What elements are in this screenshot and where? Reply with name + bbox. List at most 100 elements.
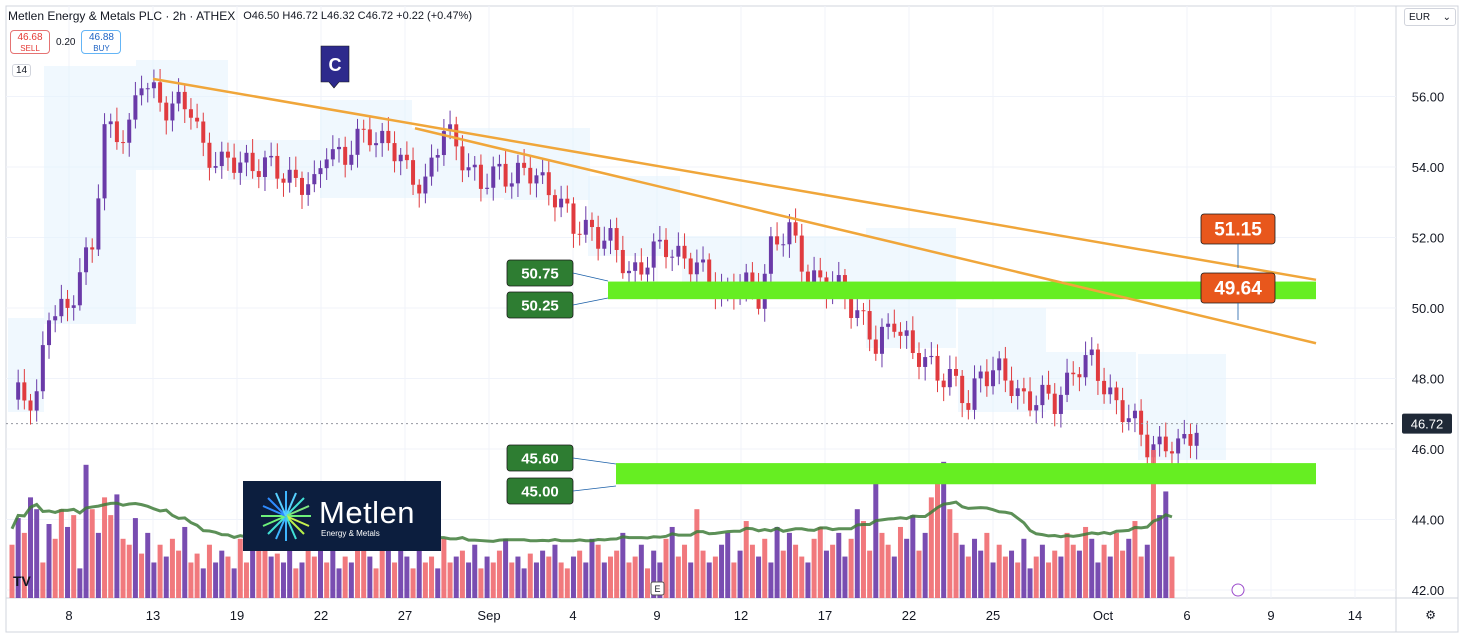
volume-bar [9, 544, 15, 598]
candle-body [892, 323, 897, 332]
volume-length-input[interactable]: 14 [12, 64, 32, 77]
candle-body [330, 149, 335, 160]
candle-body [170, 103, 175, 121]
candle-body [602, 240, 607, 249]
volume-bar [410, 568, 416, 598]
buy-button[interactable]: 46.88 BUY [81, 30, 122, 54]
x-tick-label: 22 [314, 608, 328, 623]
candle-body [127, 119, 132, 143]
y-tick-label: 42.00 [1412, 583, 1445, 598]
candle-body [133, 95, 138, 120]
volume-bar [694, 509, 700, 598]
volume-bar [848, 538, 854, 598]
volume-bar [645, 568, 651, 598]
volume-bar [564, 568, 570, 598]
y-tick-label: 54.00 [1412, 160, 1445, 175]
x-tick-label: 8 [65, 608, 72, 623]
volume-bar [706, 562, 712, 598]
connector [572, 485, 617, 492]
volume-bar [570, 556, 576, 598]
candle-body [139, 88, 144, 96]
volume-bar [256, 544, 262, 598]
x-tick-label: 17 [818, 608, 832, 623]
candle-body [768, 236, 773, 274]
volume-bar [416, 544, 422, 598]
volume-bar [527, 553, 533, 598]
candle-body [108, 121, 113, 125]
candle-body [1046, 384, 1051, 394]
volume-bar [595, 544, 601, 598]
volume-bar [1132, 521, 1138, 598]
candle-body [836, 275, 841, 285]
volume-bar [34, 509, 40, 598]
candle-body [201, 121, 206, 143]
candle-body [972, 378, 977, 410]
volume-bar [102, 497, 108, 598]
volume-bar [65, 526, 71, 598]
volume-bar [675, 556, 681, 598]
candle-body [583, 219, 588, 235]
candle-body [22, 382, 27, 401]
sell-button[interactable]: 46.68 SELL [10, 30, 50, 54]
volume-bar [928, 497, 934, 598]
candle-body [386, 130, 391, 144]
volume-bar [749, 544, 755, 598]
candle-body [910, 330, 915, 354]
volume-bar [805, 562, 811, 598]
candle-body [151, 82, 156, 89]
volume-bar [299, 562, 305, 598]
x-tick-label: 22 [902, 608, 916, 623]
volume-ma-line [10, 500, 1173, 543]
candle-body [40, 345, 45, 392]
candle-body [1169, 451, 1174, 454]
candle-body [1077, 374, 1082, 378]
volume-bar [1046, 562, 1052, 598]
volume-bar [46, 524, 52, 598]
candle-body [873, 339, 878, 354]
volume-bar [817, 526, 823, 598]
volume-bar [1064, 532, 1070, 598]
lower-zone-bottom-label: 45.00 [521, 483, 559, 500]
candle-body [620, 249, 625, 274]
low-value: 46.32 [327, 10, 355, 22]
tradingview-logo[interactable]: TV [13, 573, 31, 589]
volume-bar [607, 556, 613, 598]
upper-zone-bottom-label: 50.25 [521, 297, 559, 314]
candle-body [904, 330, 909, 336]
volume-bar [823, 550, 829, 598]
candle-body [546, 172, 551, 196]
candle-body [1040, 384, 1045, 406]
volume-bar [830, 544, 836, 598]
gear-icon[interactable]: ⚙ [1425, 608, 1436, 622]
candle-body [1003, 358, 1008, 381]
volume-bar [231, 568, 237, 598]
candle-body [929, 355, 934, 358]
y-tick-label: 56.00 [1412, 90, 1445, 105]
volume-bar [213, 562, 219, 598]
candle-body [1071, 372, 1076, 375]
candle-body [164, 102, 169, 121]
candle-body [960, 375, 965, 404]
earnings-marker-label: E [654, 584, 660, 594]
volume-bar [953, 532, 959, 598]
candle-body [799, 235, 804, 272]
lower-zone-top-label: 45.60 [521, 450, 559, 467]
candle-body [250, 152, 255, 172]
volume-bar [638, 544, 644, 598]
candle-body [1176, 438, 1181, 454]
candle-body [818, 270, 823, 278]
candle-body [448, 124, 453, 132]
volume-bar [793, 544, 799, 598]
volume-bar [268, 556, 274, 598]
volume-bar [774, 526, 780, 598]
volume-bar [108, 515, 114, 598]
currency-select[interactable]: EUR ⌄ [1404, 8, 1456, 26]
x-tick-label: Sep [477, 608, 500, 623]
volume-bar [342, 556, 348, 598]
symbol-title[interactable]: Metlen Energy & Metals PLC · 2h · ATHEX [8, 9, 236, 23]
volume-bar [28, 497, 34, 598]
candle-body [1058, 394, 1063, 414]
candle-body [682, 245, 687, 259]
logo-tagline: Energy & Metals [321, 529, 380, 538]
